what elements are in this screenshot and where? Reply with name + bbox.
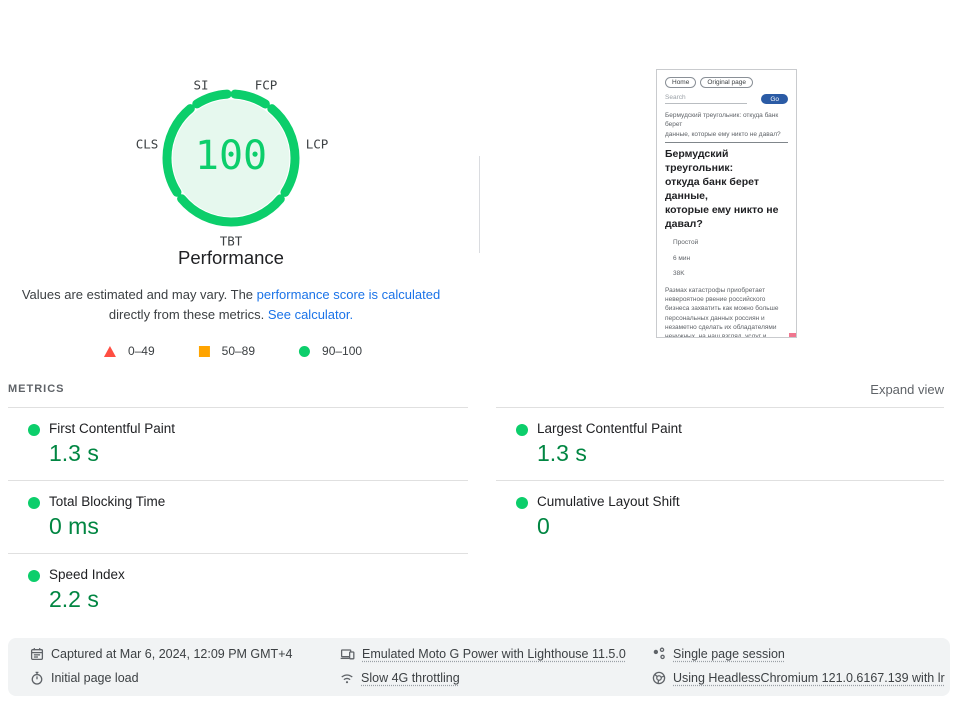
metrics-heading: METRICS xyxy=(8,383,65,395)
metric-name: Cumulative Layout Shift xyxy=(537,494,680,509)
legend-label: 50–89 xyxy=(221,344,256,358)
gauge-label-tbt: TBT xyxy=(219,233,243,249)
gauge-label-fcp: FCP xyxy=(254,77,278,93)
pass-dot-icon xyxy=(28,424,40,436)
metric-value: 1.3 s xyxy=(49,440,99,466)
final-screenshot-thumbnail[interactable]: Home Original page Search Go Бермудский … xyxy=(656,69,797,338)
expand-view-button[interactable]: Expand view xyxy=(870,382,944,397)
throttling-item[interactable]: Slow 4G throttling xyxy=(340,671,460,685)
session-text[interactable]: Single page session xyxy=(673,647,785,661)
gauge-fill xyxy=(172,99,290,217)
metric-first-contentful-paint: First Contentful Paint 1.3 s xyxy=(8,407,468,480)
section-divider xyxy=(479,156,480,253)
chromium-icon xyxy=(652,671,666,685)
session-item[interactable]: Single page session xyxy=(652,647,785,661)
thumb-highlight-mark xyxy=(789,333,796,337)
captured-at-item: Captured at Mar 6, 2024, 12:09 PM GMT+4 xyxy=(30,647,292,661)
metric-largest-contentful-paint: Largest Contentful Paint 1.3 s xyxy=(496,407,944,480)
score-scale-legend: 0–49 50–89 90–100 xyxy=(103,344,362,358)
metric-total-blocking-time: Total Blocking Time 0 ms xyxy=(8,480,468,553)
pass-dot-icon xyxy=(516,497,528,509)
performance-gauge[interactable] xyxy=(159,86,303,230)
thumb-original-page-pill: Original page xyxy=(700,77,754,88)
gauge-label-lcp: LCP xyxy=(305,136,329,152)
browser-item[interactable]: Using HeadlessChromium 121.0.6167.139 wi… xyxy=(652,671,945,685)
thumb-article-meta: Простой 6 мин 38K xyxy=(673,239,788,277)
network-throttle-icon xyxy=(341,674,353,684)
thumb-paragraph: Размах катастрофы приобретает невероятно… xyxy=(665,286,779,338)
metric-name: First Contentful Paint xyxy=(49,421,176,436)
metric-value: 2.2 s xyxy=(49,586,99,612)
description-text: Values are estimated and may vary. The xyxy=(21,287,257,302)
metric-speed-index: Speed Index 2.2 s xyxy=(8,553,468,626)
pass-dot-icon xyxy=(28,497,40,509)
emulated-device-icon xyxy=(340,649,355,660)
metric-name: Largest Contentful Paint xyxy=(537,421,682,436)
thumb-divider xyxy=(665,142,788,144)
see-calculator-link[interactable]: See calculator. xyxy=(267,307,354,322)
metric-name: Speed Index xyxy=(49,567,125,582)
captured-at-text: Captured at Mar 6, 2024, 12:09 PM GMT+4 xyxy=(51,647,293,661)
gauge-label-cls: CLS xyxy=(135,136,159,152)
page-load-text: Initial page load xyxy=(51,671,139,685)
gauge-ring xyxy=(162,89,300,227)
thumb-meta-item: Простой xyxy=(673,239,699,247)
stopwatch-icon xyxy=(31,671,43,685)
metric-value: 0 ms xyxy=(49,513,99,539)
emulation-item[interactable]: Emulated Moto G Power with Lighthouse 11… xyxy=(340,647,626,661)
thumb-search-input: Search xyxy=(665,94,747,104)
thumb-nav-pills: Home Original page xyxy=(665,77,788,88)
gauge-label-si: SI xyxy=(193,77,209,93)
metric-value: 0 xyxy=(537,513,550,539)
single-page-session-icon xyxy=(653,647,665,660)
thumb-search-row: Search Go xyxy=(665,94,788,104)
legend-range-fail: 0–49 xyxy=(103,344,155,358)
metrics-section: METRICS Expand view First Contentful Pai… xyxy=(0,382,958,626)
capture-info-bar: Captured at Mar 6, 2024, 12:09 PM GMT+4 … xyxy=(8,638,950,696)
thumb-home-pill: Home xyxy=(665,77,697,88)
calc-link[interactable]: performance score is calculated xyxy=(256,287,441,302)
legend-label: 0–49 xyxy=(127,344,155,358)
metric-cumulative-layout-shift: Cumulative Layout Shift 0 xyxy=(496,480,944,553)
pass-dot-icon xyxy=(28,570,40,582)
thumb-article-heading: Бермудский треугольник: откуда банк бере… xyxy=(665,148,779,230)
score-description: Values are estimated and may vary. The p… xyxy=(8,285,454,325)
page-load-item: Initial page load xyxy=(30,671,139,685)
legend-label: 90–100 xyxy=(322,344,363,358)
legend-range-average: 50–89 xyxy=(198,344,256,358)
metric-name: Total Blocking Time xyxy=(49,494,166,509)
fail-triangle-icon xyxy=(103,345,116,357)
browser-text[interactable]: Using HeadlessChromium 121.0.6167.139 wi… xyxy=(673,671,945,685)
pass-circle-icon xyxy=(299,345,311,357)
thumb-go-button: Go xyxy=(761,94,788,104)
pass-dot-icon xyxy=(516,424,528,436)
category-title: Performance xyxy=(178,247,284,268)
calendar-icon xyxy=(30,648,44,661)
emulation-text[interactable]: Emulated Moto G Power with Lighthouse 11… xyxy=(362,647,626,661)
thumb-meta-item: 38K xyxy=(673,270,685,278)
performance-score: 100 xyxy=(194,133,268,180)
thumb-meta-item: 6 мин xyxy=(673,254,691,262)
throttling-text[interactable]: Slow 4G throttling xyxy=(361,671,460,685)
legend-range-pass: 90–100 xyxy=(299,344,362,358)
description-text-2: directly from these metrics. xyxy=(108,307,268,322)
average-square-icon xyxy=(198,345,210,357)
thumb-breadcrumb: Бермудский треугольник: откуда банк бере… xyxy=(665,112,781,138)
metric-value: 1.3 s xyxy=(537,440,587,466)
